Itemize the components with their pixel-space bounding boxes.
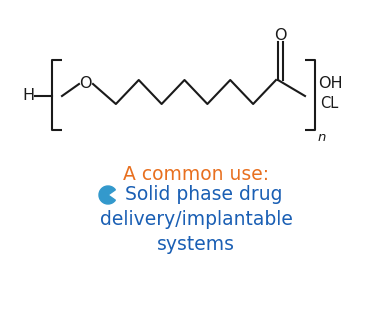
Text: OH: OH xyxy=(318,77,343,92)
Text: CL: CL xyxy=(320,96,338,111)
Text: O: O xyxy=(79,77,91,92)
Text: Solid phase drug: Solid phase drug xyxy=(125,185,283,204)
Text: delivery/implantable: delivery/implantable xyxy=(100,210,292,229)
Wedge shape xyxy=(99,186,115,204)
Text: O: O xyxy=(274,28,286,43)
Text: n: n xyxy=(318,131,327,144)
Text: systems: systems xyxy=(157,235,235,254)
Text: A common use:: A common use: xyxy=(123,165,269,184)
Text: H: H xyxy=(22,89,34,104)
